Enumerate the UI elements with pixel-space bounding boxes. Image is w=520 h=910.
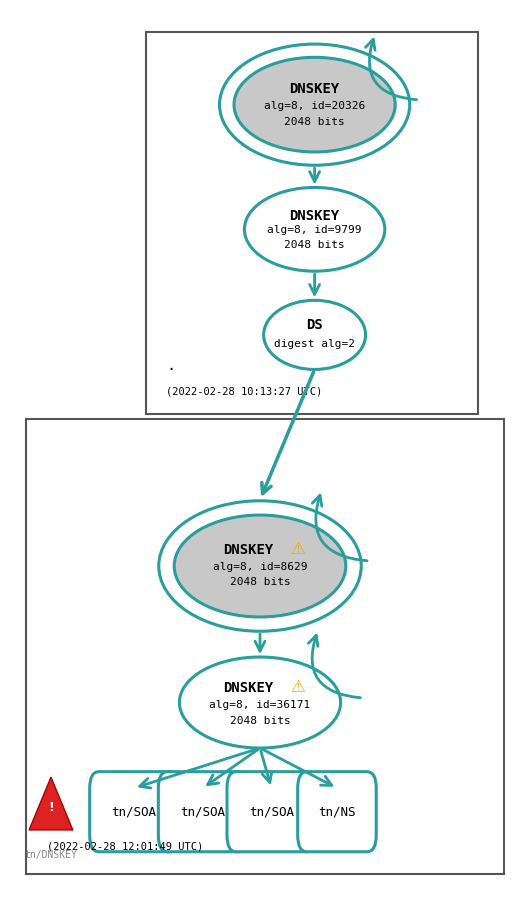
FancyBboxPatch shape <box>90 772 179 852</box>
Text: DS: DS <box>306 318 323 332</box>
Ellipse shape <box>179 657 341 748</box>
Text: tn: tn <box>47 812 63 826</box>
FancyBboxPatch shape <box>227 772 316 852</box>
Text: tn/SOA: tn/SOA <box>180 805 225 818</box>
Text: 2048 bits: 2048 bits <box>284 240 345 249</box>
Text: ⚠: ⚠ <box>290 540 305 558</box>
Text: !: ! <box>48 801 54 814</box>
Text: alg=8, id=20326: alg=8, id=20326 <box>264 102 365 111</box>
Text: DNSKEY: DNSKEY <box>290 82 340 96</box>
FancyBboxPatch shape <box>26 419 504 874</box>
Ellipse shape <box>264 300 366 369</box>
Text: 2048 bits: 2048 bits <box>230 578 290 587</box>
FancyBboxPatch shape <box>159 772 248 852</box>
Text: tn/NS: tn/NS <box>318 805 356 818</box>
Text: ⚠: ⚠ <box>290 678 305 696</box>
Text: DNSKEY: DNSKEY <box>224 681 274 695</box>
FancyBboxPatch shape <box>297 772 376 852</box>
Text: (2022-02-28 12:01:49 UTC): (2022-02-28 12:01:49 UTC) <box>47 842 203 851</box>
Ellipse shape <box>234 57 395 152</box>
Text: 2048 bits: 2048 bits <box>284 117 345 126</box>
Text: (2022-02-28 10:13:27 UTC): (2022-02-28 10:13:27 UTC) <box>166 387 322 396</box>
Text: tn/SOA: tn/SOA <box>249 805 294 818</box>
Text: digest alg=2: digest alg=2 <box>274 339 355 349</box>
Text: .: . <box>166 359 176 373</box>
Text: tn/DNSKEY: tn/DNSKEY <box>24 851 77 860</box>
Text: alg=8, id=9799: alg=8, id=9799 <box>267 226 362 235</box>
Text: alg=8, id=8629: alg=8, id=8629 <box>213 562 307 571</box>
Polygon shape <box>29 777 73 830</box>
Ellipse shape <box>174 515 346 617</box>
Text: tn/SOA: tn/SOA <box>112 805 157 818</box>
FancyBboxPatch shape <box>146 32 478 414</box>
Text: 2048 bits: 2048 bits <box>230 716 290 725</box>
Text: DNSKEY: DNSKEY <box>224 542 274 557</box>
Text: alg=8, id=36171: alg=8, id=36171 <box>210 701 310 710</box>
Ellipse shape <box>244 187 385 271</box>
Text: DNSKEY: DNSKEY <box>290 208 340 223</box>
